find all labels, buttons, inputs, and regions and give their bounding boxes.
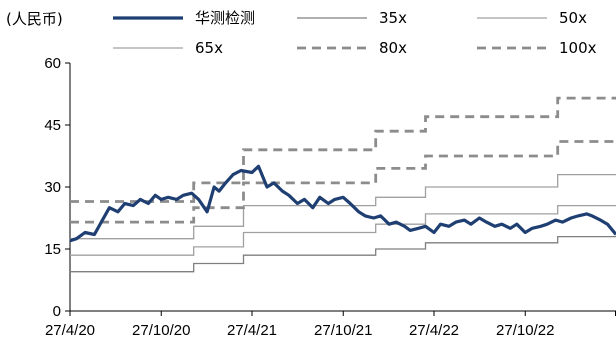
legend-label: 80x bbox=[379, 39, 407, 57]
legend-label: 华测检测 bbox=[195, 9, 255, 27]
y-tick-label: 15 bbox=[44, 241, 61, 258]
series-line-100x bbox=[70, 96, 616, 203]
legend: 华测检测 35x 50x 65x 80x 100x bbox=[113, 9, 597, 57]
legend-item: 50x bbox=[477, 9, 587, 27]
unit-label: (人民币) bbox=[6, 10, 63, 28]
x-tick-label: 27/4/21 bbox=[227, 322, 277, 339]
legend-label: 100x bbox=[559, 39, 597, 57]
x-tick-label: 27/10/21 bbox=[314, 322, 372, 339]
legend-item: 35x bbox=[297, 9, 407, 27]
legend-item: 65x bbox=[113, 39, 223, 57]
axes: 0 15 30 45 60 27/4/20 27/10/20 27/4/21 27/10/21 2… bbox=[44, 55, 616, 339]
x-tick-label: 27/4/20 bbox=[45, 322, 95, 339]
legend-item: 华测检测 bbox=[113, 9, 255, 27]
series-line-35x bbox=[70, 235, 616, 273]
series-line-50x bbox=[70, 204, 616, 256]
plot-area bbox=[69, 96, 616, 273]
legend-label: 50x bbox=[559, 9, 587, 27]
legend-label: 35x bbox=[379, 9, 407, 27]
x-tick-label: 27/10/22 bbox=[496, 322, 554, 339]
y-tick-label: 30 bbox=[44, 179, 61, 196]
legend-item: 80x bbox=[297, 39, 407, 57]
series-line-65x bbox=[70, 173, 616, 240]
y-tick-label: 45 bbox=[44, 117, 61, 134]
series-line-80x bbox=[70, 140, 616, 224]
x-tick-label: 27/4/22 bbox=[409, 322, 459, 339]
series-line-华测检测 bbox=[69, 164, 616, 243]
legend-item: 100x bbox=[477, 39, 597, 57]
y-tick-label: 60 bbox=[44, 55, 61, 72]
legend-label: 65x bbox=[195, 39, 223, 57]
x-tick-label: 27/10/20 bbox=[132, 322, 190, 339]
y-tick-label: 0 bbox=[53, 303, 61, 320]
